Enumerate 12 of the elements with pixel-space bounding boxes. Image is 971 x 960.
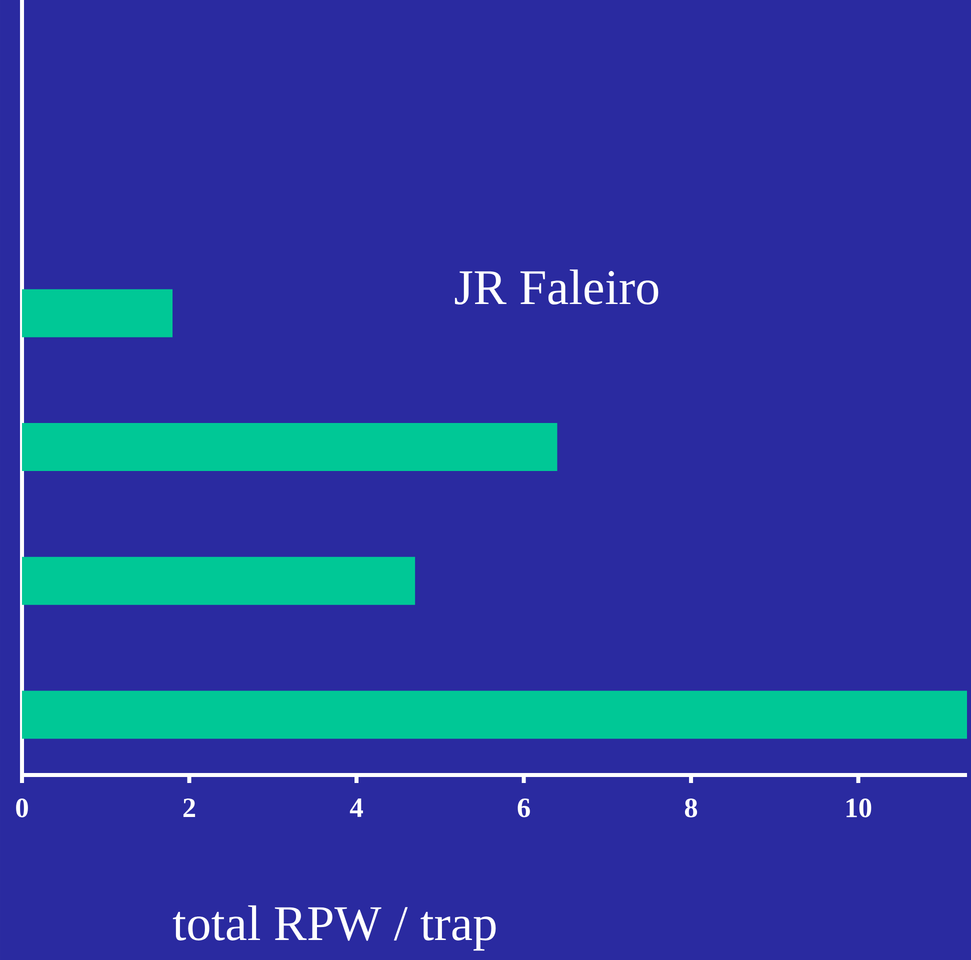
x-tick-label: 10 xyxy=(846,798,872,818)
annotation: JR Faleiro xyxy=(454,269,658,305)
x-tick-label: 8 xyxy=(684,798,698,818)
bar xyxy=(22,556,416,605)
x-tick-label: 6 xyxy=(518,798,530,818)
bar xyxy=(22,289,173,338)
x-tick-label: 2 xyxy=(183,798,196,817)
bar xyxy=(22,690,968,739)
x-tick-label: 4 xyxy=(350,798,363,817)
x-axis-title: total RPW / trap xyxy=(172,905,496,951)
x-tick-label: 0 xyxy=(16,798,28,818)
bar xyxy=(22,423,558,472)
